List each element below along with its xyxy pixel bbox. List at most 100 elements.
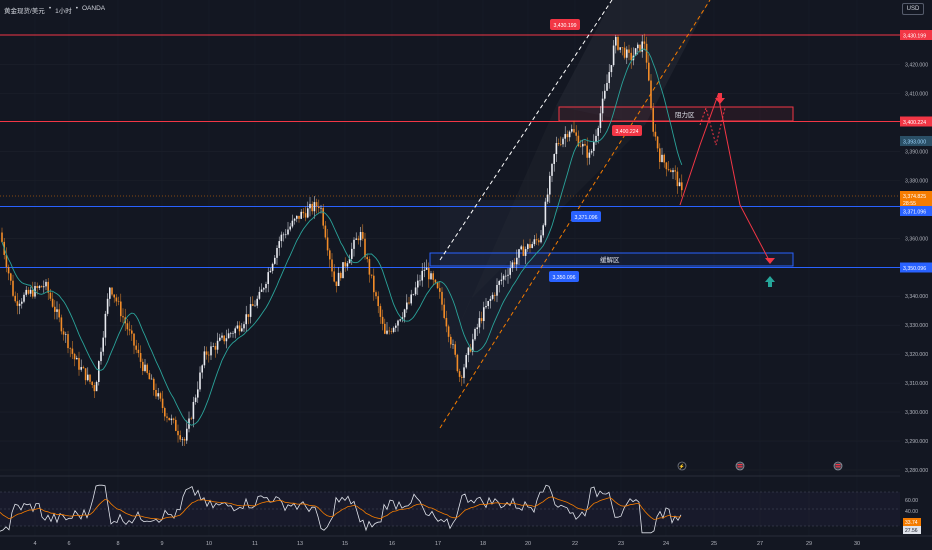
time-axis[interactable]: 4 6 8 9 10 11 13 15 16 17 18 20 22 23 24 25 27 29 30 [33, 541, 860, 547]
candle-body [120, 301, 122, 317]
candle-body [542, 225, 544, 236]
candle-body [639, 44, 641, 52]
candle-body [553, 154, 555, 164]
price-axis[interactable]: 3,420.000 3,410.000 3,390.000 3,380.000 3,36… [905, 63, 928, 474]
axis-tag-current: 3,374.825 28:55 [900, 191, 932, 207]
price-tick-label: 3,420.000 [905, 63, 928, 69]
candle-body [505, 275, 507, 277]
candle-body [516, 257, 518, 265]
candle-body [476, 327, 478, 330]
candle-body [1, 232, 3, 242]
candle-body [670, 170, 672, 173]
candle-body [190, 418, 192, 420]
candle-body [274, 257, 276, 264]
candle-body [243, 324, 245, 329]
candle-body [412, 294, 415, 295]
svg-text:3,371.096: 3,371.096 [903, 210, 926, 216]
time-tick-label: 13 [297, 541, 303, 547]
candle-body [278, 241, 280, 249]
svg-text:33.74: 33.74 [905, 520, 918, 526]
candle-body [333, 271, 335, 282]
candle-body [232, 333, 234, 334]
flag-icon[interactable] [833, 461, 843, 471]
candle-body [82, 367, 85, 369]
candle-body [452, 344, 454, 345]
time-tick-label: 22 [572, 541, 578, 547]
candle-body [381, 316, 384, 324]
candle-body [302, 211, 305, 214]
candle-body [18, 303, 21, 306]
time-tick-label: 10 [206, 541, 212, 547]
candle-body [364, 238, 366, 258]
time-tick-label: 9 [160, 541, 163, 547]
candle-body [652, 108, 654, 132]
candle-body [551, 163, 553, 176]
currency-button[interactable]: USD [902, 3, 924, 15]
candle-body [617, 36, 619, 50]
candle-body [267, 272, 269, 284]
candle-body [36, 285, 38, 288]
buffer-zone-label: 缓解区 [600, 255, 620, 264]
candle-body [531, 244, 533, 248]
time-tick-label: 29 [806, 541, 812, 547]
candle-body [142, 361, 144, 371]
candle-body [12, 280, 14, 296]
candle-body [115, 297, 118, 302]
candle-body [285, 234, 287, 236]
candle-body [252, 304, 254, 306]
candle-body [654, 131, 657, 137]
candle-body [595, 135, 597, 142]
rsi-label-40: 40.00 [905, 509, 918, 515]
buffer-zone[interactable] [429, 252, 794, 267]
candle-body [573, 129, 575, 133]
candle-body [608, 72, 610, 83]
candle-body [588, 152, 591, 158]
candle-body [296, 215, 298, 219]
candle-body [401, 317, 404, 320]
candle-body [665, 162, 668, 170]
candle-body [117, 301, 120, 303]
candle-body [386, 330, 388, 334]
candle-body [370, 274, 373, 276]
candle-body [575, 132, 577, 136]
price-tag-support2: 3,350.096 [549, 271, 579, 282]
candle-body [84, 368, 87, 381]
candle-body [201, 365, 203, 373]
candle-body [249, 304, 252, 317]
svg-text:3,374.825: 3,374.825 [903, 194, 926, 200]
candle-body [478, 318, 481, 328]
candle-body [161, 398, 164, 409]
candle-body [496, 284, 498, 296]
candle-body [579, 145, 582, 147]
candle-body [212, 346, 214, 347]
candle-body [254, 305, 256, 307]
candle-body [238, 325, 241, 332]
candle-body [359, 232, 362, 241]
candle-body [247, 314, 250, 317]
candle-body [54, 306, 56, 312]
candle-body [461, 376, 463, 378]
candle-body [447, 326, 450, 337]
candle-body [122, 316, 124, 318]
price-tick-label: 3,310.000 [905, 381, 928, 387]
candle-body [157, 393, 159, 397]
candle-body [71, 348, 74, 354]
candle-body [443, 304, 445, 318]
price-tick-label: 3,340.000 [905, 294, 928, 300]
channel-upper-line[interactable] [439, 0, 613, 261]
flag-icon[interactable] [735, 461, 745, 471]
candle-body [29, 289, 32, 294]
symbol-title: 黄金现货/美元 [4, 8, 45, 15]
timeframe-label[interactable]: 1小时 [55, 8, 72, 15]
candle-body [311, 203, 313, 212]
flash-icon[interactable]: ⚡ [677, 461, 687, 471]
candle-body [177, 430, 179, 436]
candle-body [21, 301, 23, 304]
svg-text:27.56: 27.56 [905, 528, 918, 534]
symbol-header[interactable]: 黄金现货/美元 • 1小时 • OANDA [4, 5, 105, 15]
axis-tag-mid: 3,400.224 [900, 116, 932, 127]
price-tick-label: 3,290.000 [905, 439, 928, 445]
candle-body [544, 201, 547, 226]
candle-body [621, 47, 624, 48]
